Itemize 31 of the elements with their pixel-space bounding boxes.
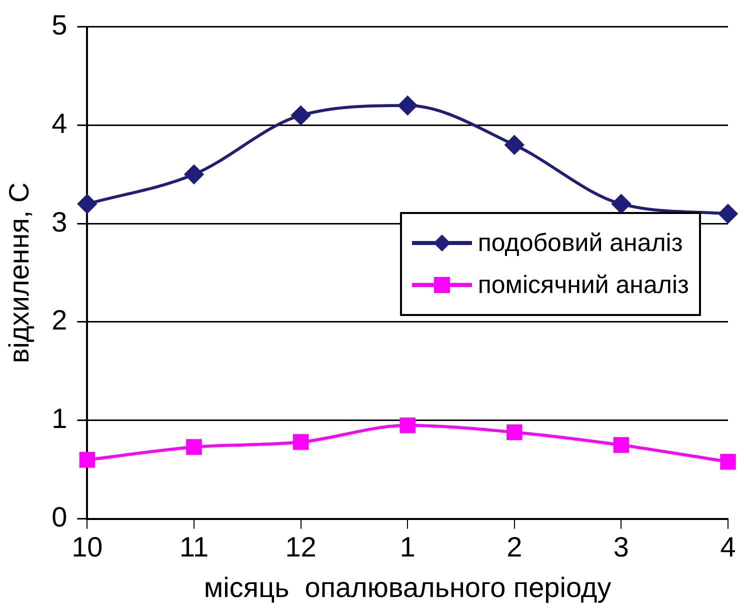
- x-tick-label: 2: [506, 531, 522, 562]
- x-tick-label: 3: [613, 531, 629, 562]
- y-tick-label: 5: [52, 10, 68, 41]
- y-tick-label: 2: [52, 304, 68, 336]
- point: [79, 452, 96, 468]
- point: [291, 106, 310, 125]
- x-tick-label: 10: [72, 531, 103, 562]
- y-tick-label: 0: [52, 502, 68, 533]
- point: [612, 194, 631, 214]
- y-axis-title: відхилення, С: [4, 182, 35, 364]
- point: [720, 454, 736, 470]
- point: [292, 434, 309, 450]
- legend-label: помісячний аналіз: [478, 270, 689, 300]
- point: [613, 437, 630, 453]
- y-tick-label: 1: [52, 403, 68, 434]
- point: [184, 164, 204, 184]
- y-tick-label: 3: [52, 206, 68, 238]
- y-tick-label: 4: [52, 108, 68, 139]
- point: [400, 417, 416, 434]
- point: [504, 135, 524, 154]
- point: [78, 194, 97, 214]
- x-axis-title: місяць опалювального періоду: [204, 572, 612, 603]
- point: [718, 204, 738, 224]
- x-tick-label: 11: [179, 531, 209, 562]
- x-tick-label: 12: [285, 531, 316, 562]
- point: [186, 439, 202, 455]
- x-tick-label: 1: [400, 531, 416, 562]
- x-tick-label: 4: [720, 531, 736, 562]
- legend-label: подобовий аналіз: [478, 228, 683, 258]
- point: [398, 96, 418, 116]
- point: [506, 424, 522, 440]
